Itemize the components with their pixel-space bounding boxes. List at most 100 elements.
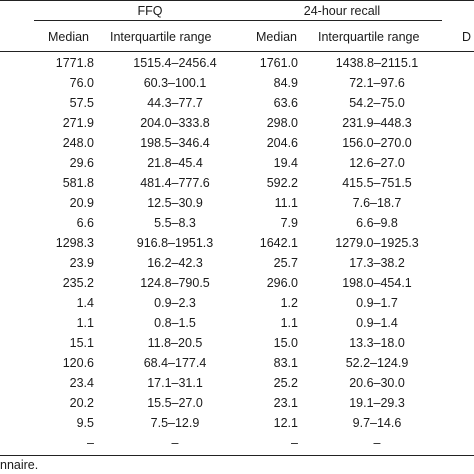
ffq-iqr-cell: – xyxy=(171,436,179,450)
recall-iqr-cell: 0.9–1.7 xyxy=(356,296,398,310)
table-row: 1771.8 1515.4–2456.4 1761.0 1438.8–2115.1 xyxy=(0,53,474,73)
ffq-median-cell: 23.9 xyxy=(69,256,94,270)
recall-iqr-cell: 6.6–9.8 xyxy=(356,216,398,230)
ffq-median-cell: 20.9 xyxy=(69,196,94,210)
table-row: 235.2 124.8–790.5 296.0 198.0–454.1 xyxy=(0,273,474,293)
recall-median-header: Median xyxy=(256,30,297,44)
table-row: 9.5 7.5–12.9 12.1 9.7–14.6 xyxy=(0,413,474,433)
recall-iqr-cell: 7.6–18.7 xyxy=(352,196,402,210)
recall-iqr-cell: 231.9–448.3 xyxy=(342,116,412,130)
table-footnote: nnaire. xyxy=(0,458,39,472)
recall-iqr-cell: 1438.8–2115.1 xyxy=(335,56,419,70)
table-row: 23.9 16.2–42.3 25.7 17.3–38.2 xyxy=(0,253,474,273)
recall-median-cell: 15.0 xyxy=(273,336,298,350)
recall-median-cell: 1642.1 xyxy=(259,236,298,250)
recall-median-cell: – xyxy=(291,436,298,450)
table-row: 1.4 0.9–2.3 1.2 0.9–1.7 xyxy=(0,293,474,313)
ffq-iqr-cell: 7.5–12.9 xyxy=(150,416,200,430)
ffq-iqr-cell: 11.8–20.5 xyxy=(147,336,203,350)
ffq-median-cell: 57.5 xyxy=(69,96,94,110)
ffq-median-cell: 29.6 xyxy=(69,156,94,170)
header-bottom-rule xyxy=(0,51,474,52)
ffq-iqr-cell: 124.8–790.5 xyxy=(140,276,210,290)
ffq-median-cell: 120.6 xyxy=(62,356,94,370)
recall-median-cell: 204.6 xyxy=(266,136,298,150)
ffq-iqr-cell: 44.3–77.7 xyxy=(147,96,203,110)
recall-median-cell: 23.1 xyxy=(273,396,298,410)
table-row: 20.9 12.5–30.9 11.1 7.6–18.7 xyxy=(0,193,474,213)
table-row: 120.6 68.4–177.4 83.1 52.2–124.9 xyxy=(0,353,474,373)
recall-iqr-cell: 12.6–27.0 xyxy=(349,156,405,170)
recall-iqr-header: Interquartile range xyxy=(318,30,420,44)
ffq-group-header: FFQ xyxy=(137,4,163,18)
recall-median-cell: 1761.0 xyxy=(259,56,298,70)
ffq-iqr-cell: 198.5–346.4 xyxy=(140,136,210,150)
ffq-median-cell: – xyxy=(87,436,94,450)
recall-median-cell: 63.6 xyxy=(273,96,298,110)
recall-iqr-cell: 415.5–751.5 xyxy=(342,176,412,190)
recall-median-cell: 7.9 xyxy=(280,216,298,230)
ffq-iqr-cell: 17.1–31.1 xyxy=(147,376,203,390)
recall-median-cell: 84.9 xyxy=(273,76,298,90)
ffq-median-cell: 15.1 xyxy=(69,336,94,350)
recall-iqr-cell: 20.6–30.0 xyxy=(349,376,405,390)
table-row: 15.1 11.8–20.5 15.0 13.3–18.0 xyxy=(0,333,474,353)
recall-group-rule xyxy=(246,20,442,21)
table-row: 20.2 15.5–27.0 23.1 19.1–29.3 xyxy=(0,393,474,413)
ffq-iqr-cell: 60.3–100.1 xyxy=(143,76,207,90)
ffq-median-cell: 20.2 xyxy=(69,396,94,410)
ffq-iqr-cell: 0.8–1.5 xyxy=(154,316,196,330)
ffq-median-cell: 76.0 xyxy=(69,76,94,90)
recall-median-cell: 19.4 xyxy=(273,156,298,170)
ffq-median-cell: 248.0 xyxy=(62,136,94,150)
ffq-iqr-cell: 12.5–30.9 xyxy=(147,196,203,210)
ffq-iqr-cell: 0.9–2.3 xyxy=(154,296,196,310)
ffq-median-cell: 1.1 xyxy=(76,316,94,330)
recall-median-cell: 12.1 xyxy=(273,416,298,430)
ffq-median-cell: 6.6 xyxy=(76,216,94,230)
ffq-iqr-cell: 16.2–42.3 xyxy=(147,256,203,270)
table-row: 29.6 21.8–45.4 19.4 12.6–27.0 xyxy=(0,153,474,173)
table-row: 76.0 60.3–100.1 84.9 72.1–97.6 xyxy=(0,73,474,93)
ffq-group-rule xyxy=(34,20,266,21)
table-row: 248.0 198.5–346.4 204.6 156.0–270.0 xyxy=(0,133,474,153)
third-group-header-partial: D xyxy=(462,30,472,44)
ffq-iqr-cell: 5.5–8.3 xyxy=(154,216,196,230)
recall-iqr-cell: 198.0–454.1 xyxy=(342,276,412,290)
recall-group-header: 24-hour recall xyxy=(303,4,381,18)
bottom-rule xyxy=(0,455,474,456)
recall-iqr-cell: 156.0–270.0 xyxy=(342,136,412,150)
table-row: 23.4 17.1–31.1 25.2 20.6–30.0 xyxy=(0,373,474,393)
ffq-iqr-cell: 1515.4–2456.4 xyxy=(133,56,217,70)
ffq-iqr-cell: 21.8–45.4 xyxy=(147,156,203,170)
recall-median-cell: 1.2 xyxy=(280,296,298,310)
ffq-iqr-cell: 68.4–177.4 xyxy=(143,356,207,370)
ffq-iqr-cell: 15.5–27.0 xyxy=(147,396,203,410)
ffq-iqr-cell: 481.4–777.6 xyxy=(140,176,210,190)
table-row: 1298.3 916.8–1951.3 1642.1 1279.0–1925.3 xyxy=(0,233,474,253)
ffq-iqr-cell: 916.8–1951.3 xyxy=(136,236,214,250)
table-row: 6.6 5.5–8.3 7.9 6.6–9.8 xyxy=(0,213,474,233)
ffq-median-header: Median xyxy=(48,30,89,44)
recall-iqr-cell: 52.2–124.9 xyxy=(345,356,409,370)
table-row: – – – – xyxy=(0,433,474,453)
ffq-iqr-header: Interquartile range xyxy=(110,30,212,44)
top-rule xyxy=(0,0,474,1)
recall-iqr-cell: 0.9–1.4 xyxy=(356,316,398,330)
ffq-median-cell: 271.9 xyxy=(62,116,94,130)
ffq-median-cell: 23.4 xyxy=(69,376,94,390)
recall-median-cell: 25.2 xyxy=(273,376,298,390)
ffq-median-cell: 1.4 xyxy=(76,296,94,310)
recall-median-cell: 1.1 xyxy=(280,316,298,330)
recall-iqr-cell: 1279.0–1925.3 xyxy=(335,236,419,250)
recall-iqr-cell: 9.7–14.6 xyxy=(352,416,402,430)
table-row: 57.5 44.3–77.7 63.6 54.2–75.0 xyxy=(0,93,474,113)
recall-median-cell: 592.2 xyxy=(266,176,298,190)
recall-iqr-cell: 19.1–29.3 xyxy=(349,396,405,410)
table-row: 1.1 0.8–1.5 1.1 0.9–1.4 xyxy=(0,313,474,333)
ffq-median-cell: 235.2 xyxy=(62,276,94,290)
ffq-median-cell: 581.8 xyxy=(62,176,94,190)
recall-median-cell: 11.1 xyxy=(274,196,298,210)
ffq-iqr-cell: 204.0–333.8 xyxy=(140,116,210,130)
ffq-median-cell: 9.5 xyxy=(76,416,94,430)
